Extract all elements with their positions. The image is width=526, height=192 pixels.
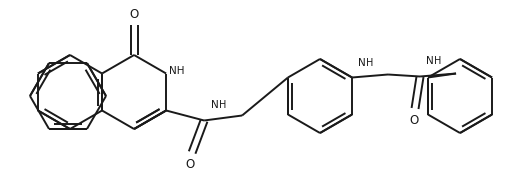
Text: H: H	[434, 56, 442, 66]
Text: O: O	[409, 113, 419, 127]
Text: N: N	[358, 57, 366, 68]
Text: H: H	[219, 99, 227, 109]
Text: N: N	[426, 56, 434, 66]
Text: N: N	[211, 99, 219, 109]
Text: H: H	[366, 57, 374, 68]
Text: NH: NH	[169, 66, 185, 76]
Text: O: O	[129, 8, 139, 21]
Text: O: O	[186, 157, 195, 170]
